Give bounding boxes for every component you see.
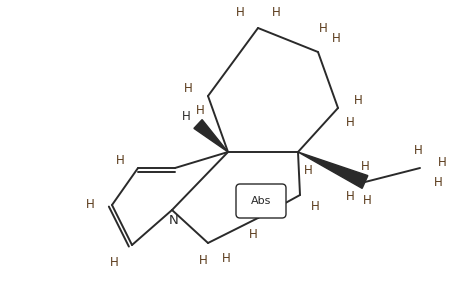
Text: H: H xyxy=(235,6,244,20)
Text: H: H xyxy=(319,21,328,34)
Text: H: H xyxy=(353,94,362,107)
Text: H: H xyxy=(249,227,258,240)
Text: H: H xyxy=(116,154,125,166)
Text: H: H xyxy=(181,110,190,122)
Text: H: H xyxy=(272,6,281,20)
Text: H: H xyxy=(304,164,313,177)
Text: H: H xyxy=(311,200,320,213)
Text: H: H xyxy=(222,251,230,265)
Text: H: H xyxy=(434,176,442,188)
Polygon shape xyxy=(298,152,368,188)
Text: Abs: Abs xyxy=(251,196,271,206)
Text: H: H xyxy=(332,32,340,45)
Text: H: H xyxy=(345,115,354,129)
Text: H: H xyxy=(360,160,369,173)
Polygon shape xyxy=(194,120,228,152)
Text: H: H xyxy=(199,255,207,267)
Text: H: H xyxy=(414,143,423,157)
Text: H: H xyxy=(363,193,371,207)
Text: H: H xyxy=(196,103,204,116)
Text: H: H xyxy=(86,199,94,212)
Text: H: H xyxy=(438,157,446,169)
FancyBboxPatch shape xyxy=(236,184,286,218)
Text: H: H xyxy=(184,81,192,95)
Text: H: H xyxy=(345,189,354,203)
Text: H: H xyxy=(110,257,118,270)
Text: N: N xyxy=(169,213,179,227)
